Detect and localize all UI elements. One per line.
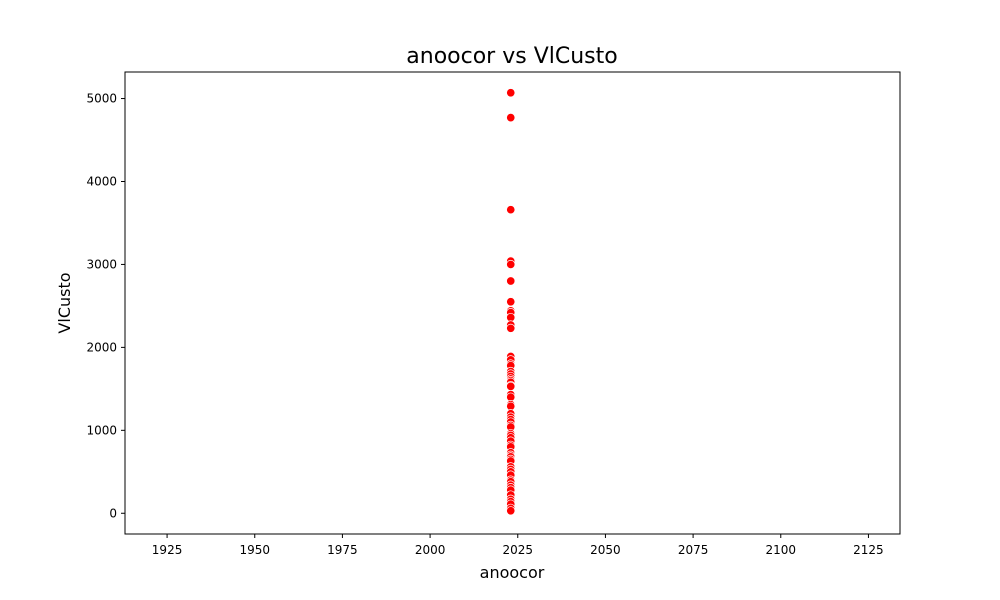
chart-title: anoocor vs VlCusto — [406, 44, 617, 69]
x-tick-label: 2000 — [415, 543, 446, 557]
x-tick-label: 2100 — [765, 543, 796, 557]
x-tick-label: 1950 — [239, 543, 270, 557]
data-point — [506, 276, 516, 286]
y-tick-label: 3000 — [86, 257, 117, 271]
x-tick-label: 2050 — [590, 543, 621, 557]
y-tick-label: 0 — [109, 506, 117, 520]
x-tick-label: 2025 — [502, 543, 533, 557]
x-axis-label: anoocor — [480, 563, 545, 582]
x-axis: 1925 1950 1975 2000 2025 2050 2075 2100 2125 — [152, 534, 884, 557]
data-point — [506, 297, 516, 307]
y-axis: 0 1000 2000 3000 4000 5000 — [86, 92, 125, 520]
x-tick-label: 2075 — [678, 543, 709, 557]
data-point — [506, 323, 516, 333]
data-point — [506, 113, 516, 123]
data-point — [506, 205, 516, 215]
data-point — [506, 506, 516, 516]
data-point — [506, 259, 516, 269]
y-tick-label: 1000 — [86, 423, 117, 437]
x-tick-label: 1925 — [152, 543, 183, 557]
y-axis-label: VlCusto — [55, 272, 74, 333]
y-tick-label: 2000 — [86, 340, 117, 354]
x-tick-label: 1975 — [327, 543, 358, 557]
data-point — [506, 88, 516, 98]
data-point — [506, 381, 516, 391]
data-points — [506, 88, 516, 516]
y-tick-label: 4000 — [86, 174, 117, 188]
y-tick-label: 5000 — [86, 92, 117, 106]
x-tick-label: 2125 — [853, 543, 884, 557]
